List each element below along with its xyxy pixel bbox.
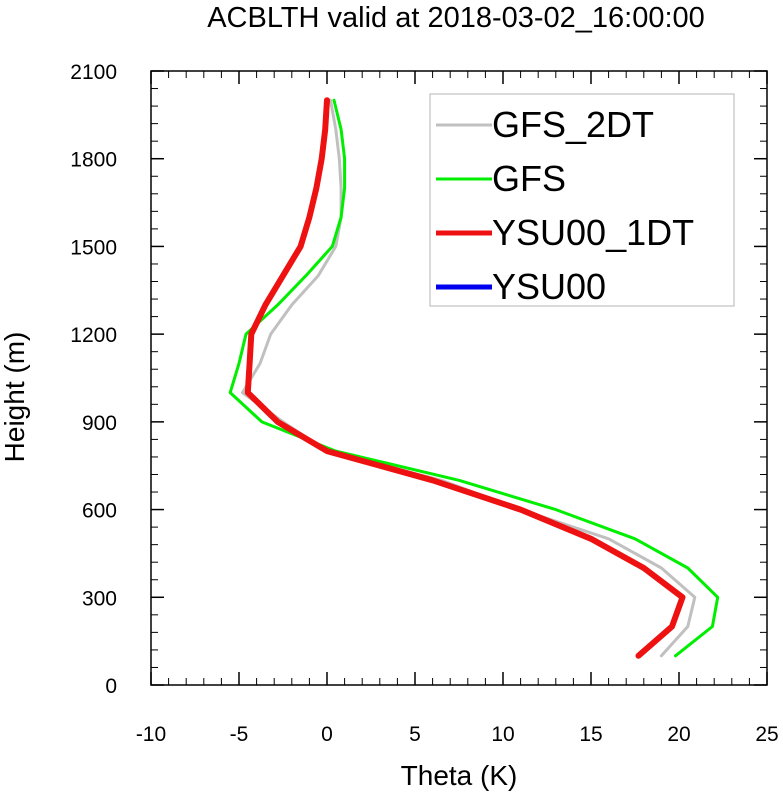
- y-tick-label: 1200: [70, 324, 117, 347]
- x-tick-label: -5: [230, 723, 249, 746]
- y-tick-label: 300: [82, 587, 117, 610]
- x-tick-label: 15: [579, 723, 602, 746]
- major-ticks: [150, 70, 768, 686]
- series-lines: [228, 97, 720, 659]
- y-tick-labels: 0 300 600 900 1200 1500 1800 2100: [70, 61, 117, 698]
- legend: GFS_2DT GFS YSU00_1DT YSU00: [429, 93, 735, 307]
- y-tick-label: 900: [82, 412, 117, 435]
- y-tick-label: 2100: [70, 61, 117, 84]
- y-tick-label: 1500: [70, 236, 117, 259]
- x-tick-label: 5: [409, 723, 421, 746]
- chart-title: ACBLTH valid at 2018-03-02_16:00:00: [207, 2, 705, 34]
- minor-ticks: [151, 71, 767, 685]
- legend-label-ysu00-1dt: YSU00_1DT: [492, 212, 694, 253]
- legend-label-ysu00: YSU00: [492, 266, 606, 307]
- legend-label-gfs: GFS: [492, 158, 566, 199]
- y-tick-label: 600: [82, 500, 117, 523]
- y-tick-label: 1800: [70, 149, 117, 172]
- legend-label-gfs-2dt: GFS_2DT: [492, 104, 654, 145]
- x-tick-label: -10: [136, 723, 166, 746]
- plot-border: [150, 70, 768, 686]
- legend-entries: GFS_2DT GFS YSU00_1DT YSU00: [436, 104, 694, 307]
- x-tick-labels: -10 -5 0 5 10 15 20 25: [136, 723, 779, 746]
- series-line-ysu00-1dt: [244, 97, 686, 659]
- y-axis-title: Height (m): [0, 332, 30, 463]
- x-tick-label: 20: [667, 723, 690, 746]
- y-tick-label: 0: [105, 675, 117, 698]
- x-tick-label: 25: [755, 723, 778, 746]
- x-axis-title: Theta (K): [401, 760, 518, 791]
- x-tick-label: 10: [491, 723, 514, 746]
- series-line-gfs: [228, 98, 720, 658]
- legend-box: [429, 93, 735, 307]
- plot-frame: [150, 70, 768, 686]
- x-tick-label: 0: [321, 723, 333, 746]
